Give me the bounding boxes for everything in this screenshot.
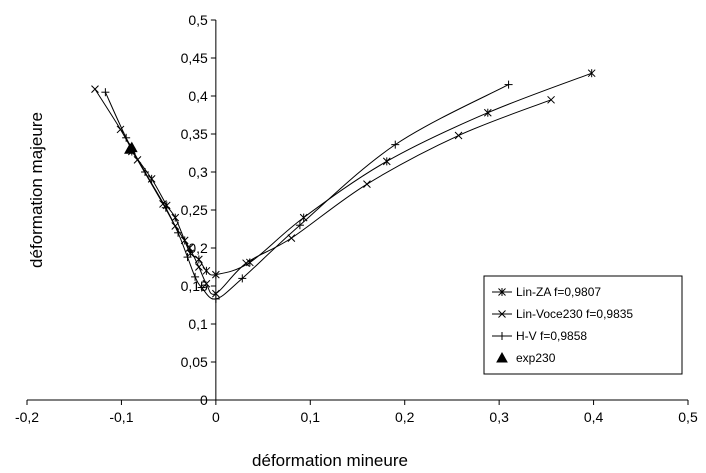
data-point-triangle — [496, 351, 508, 363]
data-point-plus — [183, 253, 192, 262]
data-point-plus — [101, 88, 110, 97]
data-point-asterisk — [498, 288, 506, 296]
legend-label: H-V f=0,9858 — [516, 329, 587, 343]
x-tick-label: 0 — [212, 409, 220, 425]
data-point-plus — [122, 133, 131, 142]
data-point-x — [454, 131, 463, 140]
legend-box — [483, 275, 683, 375]
x-tick-label: 0,2 — [395, 409, 415, 425]
series-layer — [91, 69, 596, 303]
legend-label: Lin-ZA f=0,9807 — [516, 285, 601, 299]
data-point-triangle — [125, 141, 138, 153]
data-point-asterisk — [587, 69, 596, 78]
data-point-x — [185, 244, 194, 252]
series-3 — [124, 141, 138, 154]
x-tick-label: -0,1 — [109, 409, 133, 425]
data-point-asterisk — [202, 266, 211, 275]
legend-entry: exp230 — [496, 351, 556, 365]
data-point-x — [202, 279, 211, 288]
data-point-plus — [391, 140, 400, 149]
data-point-asterisk — [212, 270, 220, 279]
series-2 — [101, 80, 513, 303]
data-point-x — [287, 234, 296, 242]
y-tick-label: 0,1 — [188, 316, 208, 332]
y-tick-label: 0 — [200, 392, 208, 408]
data-point-plus — [498, 332, 506, 340]
x-tick-label: 0,3 — [489, 409, 509, 425]
x-tick-label: 0,1 — [301, 409, 321, 425]
x-tick-label: 0,4 — [584, 409, 604, 425]
series-line — [94, 88, 552, 295]
data-point-plus — [161, 203, 170, 212]
legend: Lin-ZA f=0,9807 Lin-Voce230 f=0,9835 H-V f… — [483, 275, 683, 375]
data-point-plus — [141, 168, 150, 176]
y-tick-label: 0,25 — [181, 202, 208, 218]
data-point-x — [212, 289, 220, 298]
data-point-plus — [191, 272, 200, 281]
data-point-x — [498, 310, 506, 318]
data-point-plus — [211, 294, 220, 303]
y-tick-label: 0,05 — [181, 354, 208, 370]
data-point-plus — [504, 80, 513, 89]
y-tick-label: 0,45 — [181, 50, 208, 66]
legend-entry: Lin-Voce230 f=0,9835 — [492, 307, 633, 321]
legend-label: exp230 — [516, 351, 556, 365]
y-tick-label: 0,35 — [181, 126, 208, 142]
data-point-asterisk — [483, 108, 492, 117]
data-point-x — [242, 259, 250, 268]
data-point-asterisk — [299, 213, 308, 222]
series-1 — [91, 85, 555, 298]
x-tick-label: -0,2 — [15, 409, 39, 425]
legend-label: Lin-Voce230 f=0,9835 — [516, 307, 633, 321]
data-point-asterisk — [382, 157, 391, 166]
data-point-asterisk — [171, 213, 180, 222]
y-tick-label: 0,5 — [188, 12, 208, 28]
x-tick-label: 0,5 — [678, 409, 698, 425]
x-axis-title: déformation mineure — [252, 451, 408, 470]
legend-entry: Lin-ZA f=0,9807 — [492, 285, 601, 299]
data-point-x — [195, 263, 203, 271]
y-axis-title: déformation majeure — [27, 112, 46, 268]
axes: -0,2 -0,1 0 0,1 0,2 0,3 0,4 0,500,050,10,150,20… — [15, 12, 698, 425]
y-tick-label: 0,3 — [188, 164, 208, 180]
legend-entry: H-V f=0,9858 — [492, 329, 587, 343]
y-tick-label: 0,4 — [188, 88, 208, 104]
series-line — [104, 84, 509, 300]
data-point-plus — [238, 274, 247, 283]
data-point-x — [363, 180, 371, 189]
data-point-x — [91, 85, 99, 94]
data-point-x — [547, 95, 555, 104]
data-point-plus — [295, 221, 304, 230]
data-point-plus — [174, 228, 183, 237]
data-point-plus — [197, 283, 206, 292]
y-tick-label: 0,2 — [188, 240, 208, 256]
